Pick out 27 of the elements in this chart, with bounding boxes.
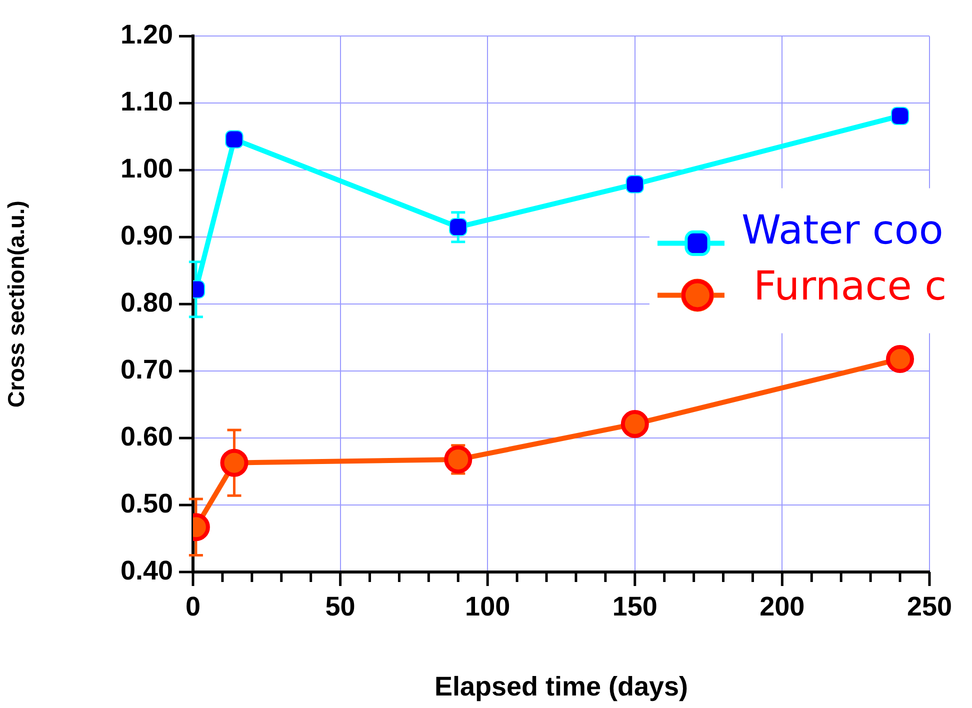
y-axis-title: Cross section(a.u.): [3, 200, 30, 408]
x-tick-label: 0: [185, 592, 201, 622]
y-tick-label: 0.70: [120, 354, 173, 385]
point: [449, 218, 468, 236]
point: [626, 175, 644, 194]
y-tick-label: 1.10: [120, 86, 173, 117]
x-tick-label: 250: [906, 592, 952, 622]
y-tick-label: 0.80: [120, 288, 173, 318]
point: [220, 448, 248, 477]
legend-label: Furnace c: [753, 264, 947, 310]
x-tick-label: 150: [612, 592, 658, 622]
y-tick-label: 0.40: [120, 555, 173, 586]
x-tick-label: 200: [760, 592, 805, 622]
y-tick-label: 1.00: [120, 154, 173, 184]
y-tick-label: 0.50: [120, 488, 173, 518]
x-tick-label: 100: [465, 592, 510, 622]
point: [886, 345, 914, 374]
y-tick-label: 0.90: [120, 220, 173, 251]
point: [225, 130, 244, 148]
legend-label: Water coo: [741, 208, 944, 254]
point: [890, 106, 910, 125]
x-axis-title: Elapsed time (days): [434, 671, 688, 702]
y-tick-label: 1.20: [120, 20, 173, 50]
point: [444, 445, 472, 474]
point: [620, 410, 649, 438]
x-tick-label: 50: [325, 592, 356, 622]
y-tick-label: 0.60: [120, 422, 173, 452]
